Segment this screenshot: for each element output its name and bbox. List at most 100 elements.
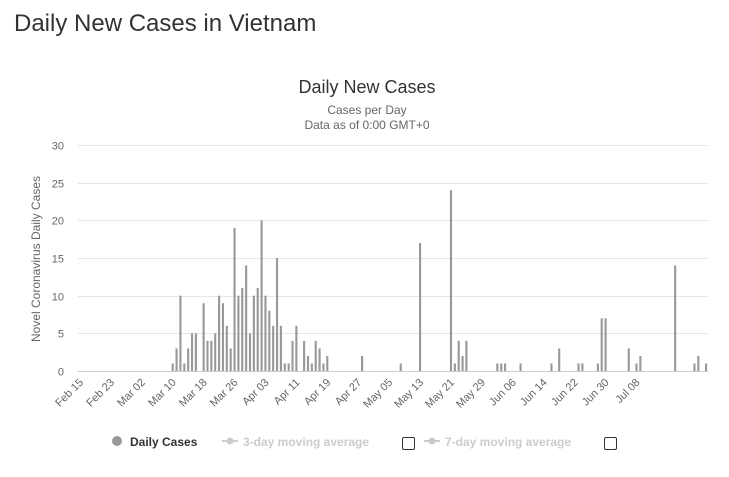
bar[interactable] — [291, 340, 294, 371]
bar[interactable] — [449, 190, 453, 371]
x-tick-label: Jun 30 — [580, 377, 612, 409]
bar[interactable] — [202, 303, 205, 371]
bar[interactable] — [461, 355, 464, 371]
y-tick-label: 20 — [52, 216, 64, 228]
bar[interactable] — [558, 348, 561, 371]
bar[interactable] — [221, 303, 225, 371]
bar[interactable] — [604, 318, 607, 371]
legend-item-daily-cases[interactable]: Daily Cases — [130, 435, 198, 449]
bar[interactable] — [693, 363, 696, 371]
bar[interactable] — [500, 363, 503, 371]
chart-subtitle-date: Data as of 0:00 GMT+0 — [304, 118, 429, 132]
x-tick-label: Mar 02 — [115, 377, 148, 410]
bar[interactable] — [635, 363, 638, 371]
legend-marker[interactable] — [226, 437, 234, 445]
bar[interactable] — [310, 363, 313, 371]
bar[interactable] — [581, 363, 584, 371]
bar[interactable] — [218, 295, 221, 371]
bar[interactable] — [399, 363, 402, 371]
x-tick-label: May 29 — [454, 377, 488, 411]
bar[interactable] — [418, 242, 422, 371]
bar[interactable] — [190, 333, 194, 371]
bar[interactable] — [306, 355, 310, 371]
bar[interactable] — [256, 288, 259, 371]
bar[interactable] — [639, 355, 642, 371]
legend-marker[interactable] — [428, 437, 436, 445]
bar[interactable] — [326, 355, 329, 371]
page-title: Daily New Cases in Vietnam — [14, 10, 317, 37]
x-tick-label: Jun 14 — [518, 377, 550, 409]
bar[interactable] — [252, 295, 255, 371]
x-tick-label: Apr 11 — [272, 377, 303, 408]
x-tick-label: May 21 — [423, 377, 457, 411]
bar[interactable] — [272, 325, 275, 371]
bar[interactable] — [283, 363, 286, 371]
x-tick-label: Jul 08 — [613, 377, 642, 406]
x-tick-label: Apr 03 — [240, 377, 271, 408]
bar[interactable] — [264, 295, 267, 371]
bar[interactable] — [600, 318, 603, 371]
bar[interactable] — [183, 363, 186, 371]
bar[interactable] — [275, 258, 279, 371]
bar[interactable] — [596, 363, 599, 371]
x-tick-label: Mar 18 — [177, 377, 210, 410]
bar[interactable] — [504, 363, 507, 371]
y-tick-label: 0 — [58, 367, 64, 379]
legend-checkbox-3-day[interactable] — [402, 437, 415, 450]
bar[interactable] — [268, 310, 271, 371]
legend-marker[interactable] — [112, 436, 122, 446]
x-tick-label: Mar 10 — [146, 377, 179, 410]
chart-title: Daily New Cases — [298, 77, 435, 97]
bar[interactable] — [674, 265, 677, 371]
bar[interactable] — [705, 363, 708, 371]
bar[interactable] — [496, 363, 499, 371]
bar[interactable] — [279, 325, 282, 371]
bar[interactable] — [245, 265, 248, 371]
bar[interactable] — [697, 355, 700, 371]
bar[interactable] — [457, 340, 460, 371]
x-tick-label: Jun 06 — [487, 377, 519, 409]
bar[interactable] — [287, 363, 290, 371]
bar[interactable] — [314, 340, 317, 371]
bar[interactable] — [187, 348, 190, 371]
x-tick-label: Jun 22 — [549, 377, 581, 409]
bar[interactable] — [194, 333, 197, 371]
bar[interactable] — [318, 348, 321, 371]
bar[interactable] — [225, 325, 228, 371]
bar[interactable] — [248, 333, 252, 371]
y-tick-label: 15 — [52, 254, 64, 266]
legend-item-7-day-average[interactable]: 7-day moving average — [445, 435, 571, 449]
bar[interactable] — [577, 363, 580, 371]
bar[interactable] — [465, 340, 468, 371]
bar[interactable] — [171, 363, 174, 371]
bar[interactable] — [322, 363, 325, 371]
bar[interactable] — [229, 348, 232, 371]
bar[interactable] — [233, 227, 236, 371]
x-tick-label: May 05 — [361, 377, 395, 411]
bar[interactable] — [295, 325, 298, 371]
y-tick-label: 25 — [52, 179, 64, 191]
legend-checkbox-7-day[interactable] — [604, 437, 617, 450]
bar[interactable] — [519, 363, 522, 371]
legend-item-3-day-average[interactable]: 3-day moving average — [243, 435, 369, 449]
bar[interactable] — [206, 340, 209, 371]
bar[interactable] — [627, 348, 630, 371]
bar[interactable] — [179, 295, 182, 371]
bar[interactable] — [175, 348, 178, 371]
bar[interactable] — [241, 288, 244, 371]
y-tick-label: 30 — [52, 141, 64, 153]
x-tick-label: Apr 27 — [333, 377, 364, 408]
x-tick-label: May 13 — [392, 377, 426, 411]
bar[interactable] — [214, 333, 217, 371]
bar[interactable] — [260, 220, 263, 371]
bar[interactable] — [550, 363, 553, 371]
x-tick-label: Feb 23 — [84, 377, 117, 410]
y-axis-label: Novel Coronavirus Daily Cases — [29, 176, 43, 342]
bar[interactable] — [210, 340, 213, 371]
bar[interactable] — [303, 340, 306, 371]
bar[interactable] — [361, 355, 364, 371]
x-tick-label: Mar 26 — [208, 377, 241, 410]
bar[interactable] — [453, 363, 456, 371]
bar[interactable] — [237, 295, 240, 371]
